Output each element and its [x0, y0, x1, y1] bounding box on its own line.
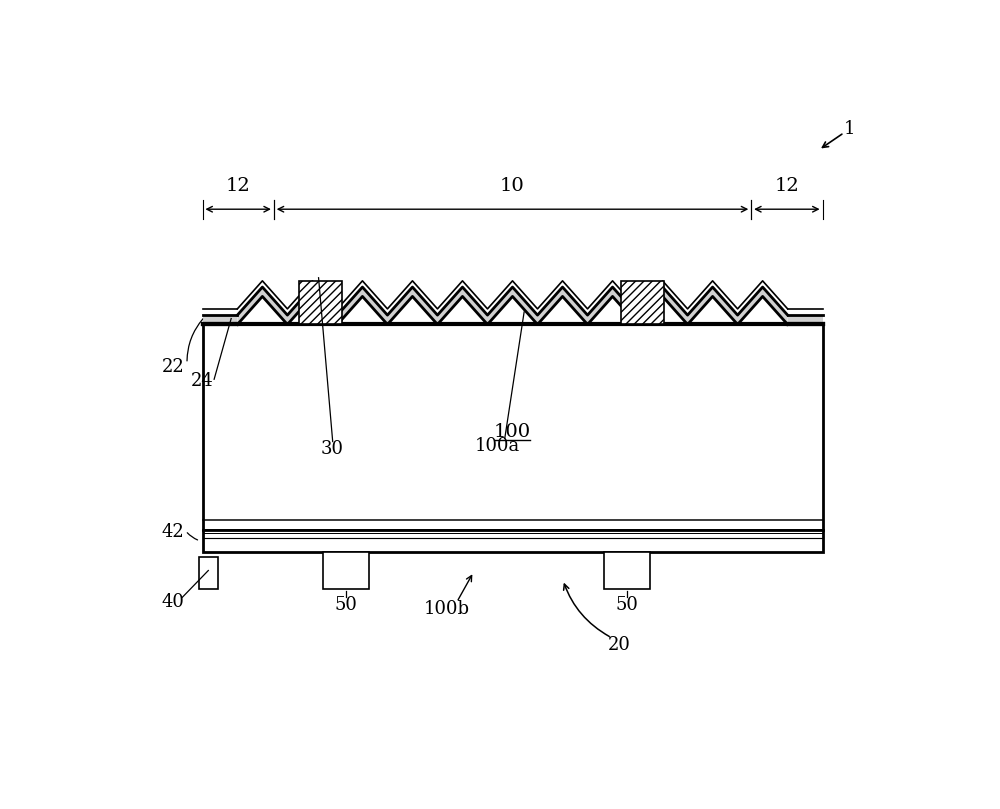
Bar — [299, 281, 342, 324]
Text: 10: 10 — [500, 176, 525, 194]
Text: 100b: 100b — [424, 600, 470, 618]
Text: 24: 24 — [191, 371, 214, 389]
Polygon shape — [237, 287, 788, 324]
Bar — [202, 324, 822, 530]
Text: 42: 42 — [162, 523, 184, 541]
Text: 100a: 100a — [474, 437, 520, 455]
Bar — [323, 552, 369, 589]
Bar — [199, 557, 218, 589]
Text: 50: 50 — [334, 595, 357, 614]
Text: 20: 20 — [608, 636, 631, 654]
Polygon shape — [202, 316, 237, 324]
Text: 12: 12 — [774, 176, 799, 194]
Text: 1: 1 — [844, 121, 855, 138]
Text: 12: 12 — [226, 176, 251, 194]
Text: 100: 100 — [494, 423, 531, 441]
Bar — [604, 552, 650, 589]
Text: 50: 50 — [616, 595, 639, 614]
Text: 22: 22 — [162, 358, 184, 376]
Text: 40: 40 — [162, 593, 184, 611]
Bar — [621, 281, 664, 324]
Text: 30: 30 — [320, 440, 343, 458]
Polygon shape — [788, 316, 822, 324]
Bar — [202, 530, 822, 552]
